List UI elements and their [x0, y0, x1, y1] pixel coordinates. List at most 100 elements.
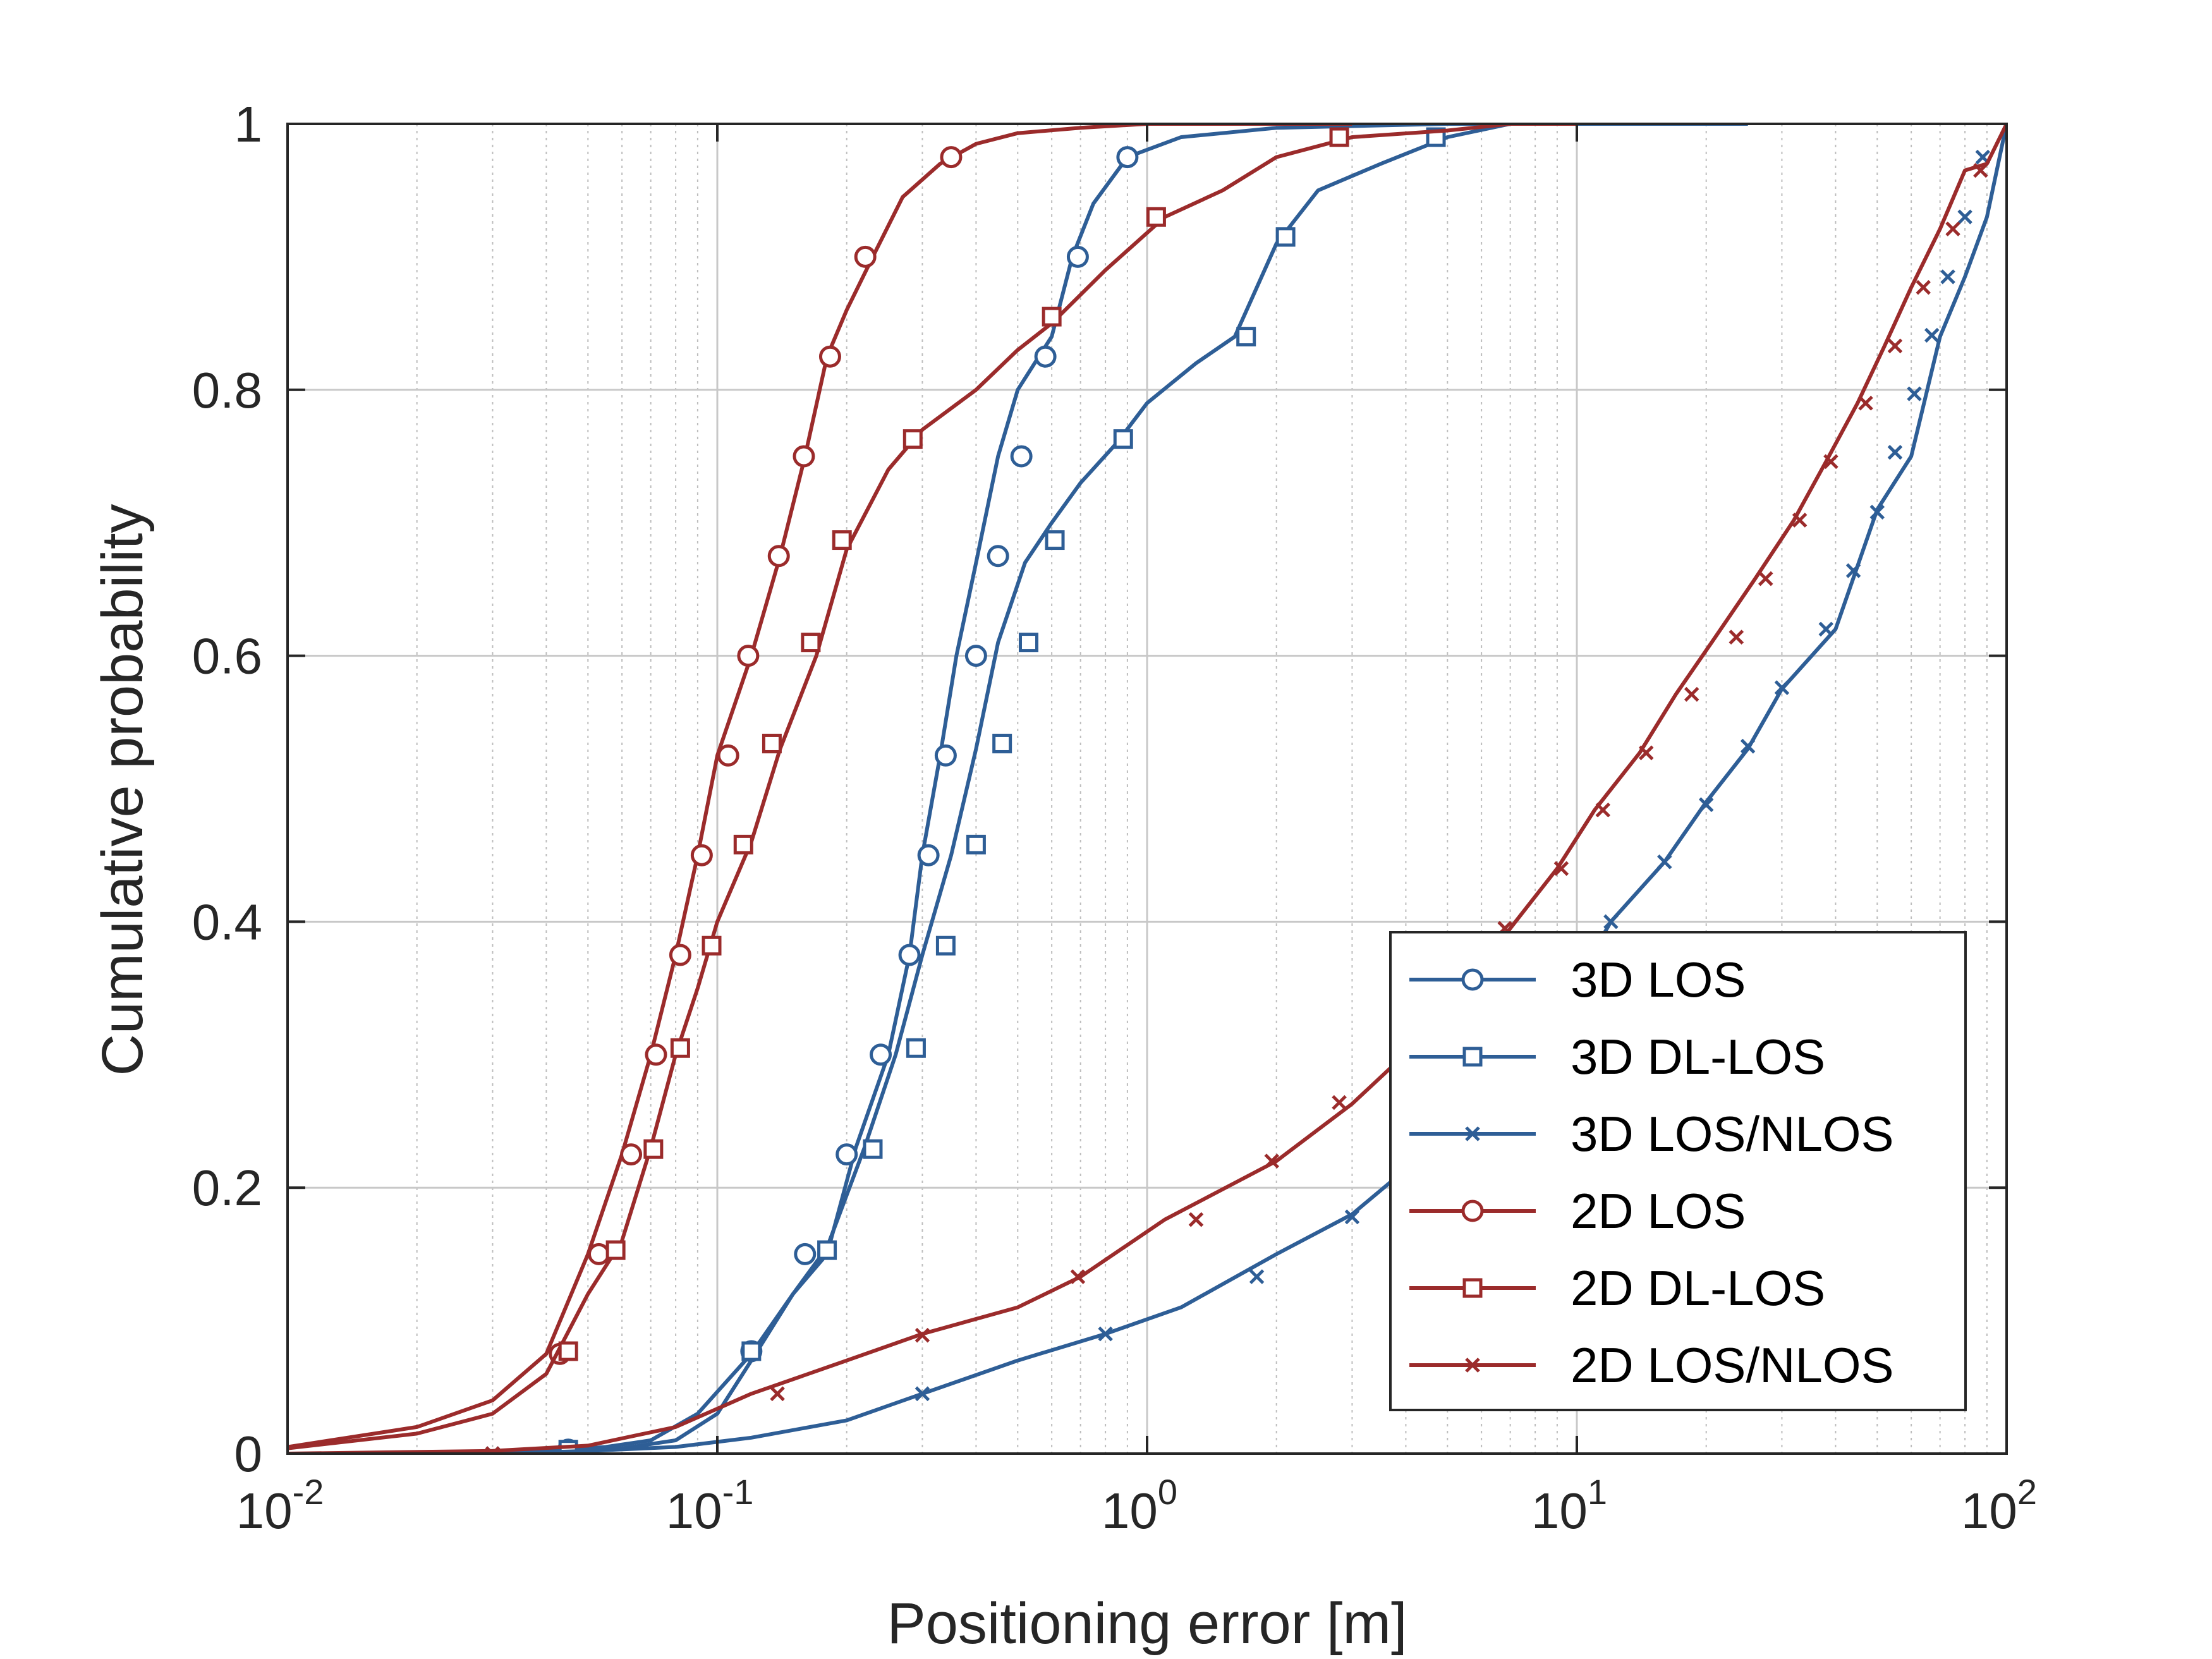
series-marker-stroke [1792, 513, 1808, 528]
y-tick-label: 0.2 [192, 1160, 262, 1216]
series-marker [934, 744, 957, 767]
legend-marker [1461, 1200, 1484, 1222]
series-marker [1188, 1212, 1204, 1227]
series-marker-stroke [1740, 738, 1756, 754]
series-marker-stroke [1758, 571, 1773, 586]
series-marker [669, 944, 691, 966]
series-marker-stroke [1858, 396, 1873, 411]
series-3d-los [492, 124, 1748, 1454]
series-marker [605, 1240, 626, 1260]
series-marker-stroke [770, 1386, 785, 1402]
y-tick-label: 0.8 [192, 362, 262, 418]
series-marker [863, 1139, 883, 1159]
series-marker [1066, 245, 1089, 268]
legend-marker [1465, 1358, 1480, 1373]
y-tick-label: 0.6 [192, 628, 262, 684]
series-marker-stroke [1957, 209, 1972, 225]
series-marker-stroke [1249, 1269, 1265, 1284]
series-marker [1940, 269, 1955, 284]
legend-box [1389, 931, 1967, 1411]
series-marker-stroke [485, 1446, 495, 1454]
axes: 10-2 10-1 100 101 102 0 0.2 0.4 0.6 0.8 1 [192, 96, 2037, 1539]
series-marker-stroke [1729, 629, 1744, 645]
legend-label: 2D LOS/NLOS [1571, 1337, 1894, 1393]
x-tick-label: 10-2 [236, 1472, 324, 1539]
series-marker [558, 1341, 578, 1361]
series-marker [966, 834, 986, 854]
legend-marker [1461, 968, 1484, 991]
series-marker [1042, 307, 1062, 327]
series-marker [690, 844, 713, 866]
series-marker-stroke [1595, 802, 1611, 818]
series-marker-stroke [1098, 1326, 1113, 1342]
y-tick-label: 0.4 [192, 894, 262, 950]
series-marker [1638, 745, 1654, 760]
y-axis-title: Cumulative probability [90, 504, 155, 1076]
series-marker-stroke [1818, 621, 1834, 637]
series-marker [1329, 127, 1349, 147]
series-marker-stroke [1553, 861, 1569, 877]
series-marker [1698, 797, 1714, 813]
series-marker [915, 1386, 930, 1402]
legend-label: 3D DL-LOS [1571, 1029, 1825, 1085]
series-marker [1603, 914, 1619, 930]
series-marker [1070, 1269, 1086, 1284]
series-marker-stroke [1070, 1269, 1086, 1284]
legend-label: 2D DL-LOS [1571, 1260, 1825, 1316]
series-2d-los-nlos [288, 124, 2007, 1454]
series-marker [1657, 854, 1672, 870]
series-marker [1344, 1209, 1360, 1225]
series-marker [1887, 444, 1903, 460]
series-marker [818, 345, 841, 368]
series-marker-stroke [1869, 504, 1885, 520]
x-tick-label: 101 [1531, 1472, 1607, 1539]
series-marker-stroke [1264, 1153, 1279, 1169]
series-marker [964, 645, 987, 667]
series-marker [836, 1143, 858, 1166]
series-marker-stroke [1940, 269, 1955, 284]
series-marker [1684, 686, 1699, 702]
series-marker [917, 844, 940, 866]
legend-item: 2D DL-LOS [1409, 1260, 1825, 1316]
x-tick-label: 102 [1961, 1472, 2037, 1539]
series-marker-stroke [915, 1386, 930, 1402]
series-marker [1034, 345, 1057, 368]
series-marker-stroke [1973, 162, 1988, 178]
series-marker-stroke [490, 1446, 501, 1454]
series-marker [733, 834, 753, 854]
series-marker [588, 1243, 611, 1265]
series-marker [1019, 633, 1039, 653]
series-marker [1332, 1095, 1347, 1110]
series-marker [1045, 530, 1065, 550]
series-marker [485, 1446, 501, 1454]
series-marker [702, 935, 722, 956]
series-marker [1264, 1153, 1279, 1169]
series-marker [801, 633, 821, 653]
y-tick-label: 0 [234, 1426, 263, 1482]
series-marker [1146, 207, 1166, 227]
series-marker-stroke [1887, 444, 1903, 460]
series-marker-stroke [1916, 280, 1931, 295]
legend-label: 3D LOS/NLOS [1571, 1106, 1894, 1162]
legend-label: 2D LOS [1571, 1183, 1746, 1239]
series-marker [1823, 454, 1838, 470]
series-marker-stroke [1774, 680, 1790, 695]
series-marker [1113, 429, 1133, 449]
series-marker [915, 1327, 930, 1343]
series-marker [1595, 802, 1611, 818]
series-marker-stroke [1845, 563, 1861, 578]
series-marker [1553, 861, 1569, 877]
series-marker [898, 944, 921, 966]
series-marker-stroke [1332, 1095, 1347, 1110]
series-marker-stroke [1924, 327, 1940, 343]
legend-item: 3D LOS/NLOS [1409, 1106, 1894, 1162]
series-marker [762, 733, 782, 753]
series-marker [1249, 1269, 1265, 1284]
series-marker [992, 733, 1012, 753]
series-marker [717, 744, 739, 767]
legend-label: 3D LOS [1571, 952, 1746, 1007]
series-marker-stroke [1823, 454, 1838, 470]
series-2d-dl-los [288, 124, 1577, 1450]
series-marker [1818, 621, 1834, 637]
series-marker [1907, 386, 1922, 401]
